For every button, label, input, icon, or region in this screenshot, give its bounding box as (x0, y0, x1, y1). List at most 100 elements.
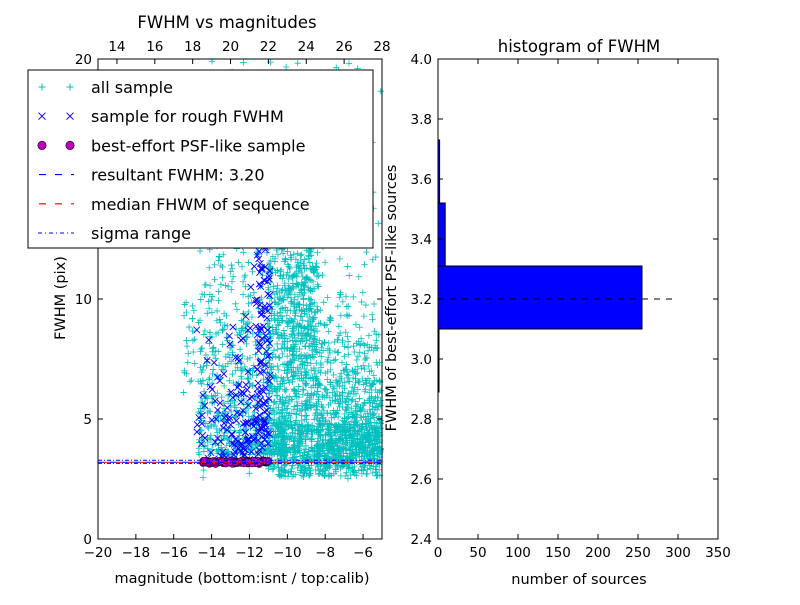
all-sample-point (224, 392, 232, 399)
all-sample-point (239, 278, 247, 285)
top-tick-label: 28 (373, 39, 390, 55)
all-sample-point (306, 276, 313, 283)
x-tick-label: 50 (469, 545, 486, 561)
all-sample-point (375, 331, 383, 339)
all-sample-point (338, 359, 346, 366)
all-sample-point (180, 389, 187, 396)
all-sample-point (245, 300, 252, 307)
all-sample-point (345, 372, 352, 379)
all-sample-point (356, 349, 363, 356)
legend-label: median FHWM of sequence (91, 195, 310, 214)
all-sample-point (245, 259, 252, 266)
all-sample-point (277, 305, 285, 313)
y-tick-label: 2.8 (411, 412, 432, 428)
top-tick-label: 26 (336, 39, 353, 55)
all-sample-point (324, 345, 332, 352)
all-sample-point (226, 377, 233, 384)
all-sample-point (303, 369, 310, 376)
all-sample-point (198, 426, 205, 434)
x-tick-label: −18 (122, 545, 151, 561)
all-sample-point (238, 263, 246, 270)
all-sample-point (327, 409, 334, 417)
all-sample-point (275, 404, 282, 411)
all-sample-point (284, 366, 292, 374)
histogram-bar (437, 265, 643, 330)
legend-label: all sample (91, 78, 173, 97)
all-sample-point (296, 407, 304, 415)
all-sample-point (345, 60, 353, 67)
x-tick-label: −8 (315, 545, 335, 561)
x-tick-label: 200 (585, 545, 611, 561)
all-sample-point (350, 293, 357, 301)
all-sample-point (352, 418, 359, 425)
all-sample-point (341, 353, 348, 360)
all-sample-point (228, 286, 235, 293)
all-sample-point (339, 298, 347, 305)
all-sample-point (331, 397, 339, 405)
all-sample-point (199, 474, 207, 481)
all-sample-point (201, 327, 209, 335)
all-sample-point (249, 381, 257, 389)
all-sample-point (344, 333, 351, 340)
all-sample-point (373, 406, 381, 414)
all-sample-point (215, 253, 223, 261)
all-sample-point (235, 259, 242, 266)
all-sample-point (236, 346, 244, 353)
all-sample-point (356, 324, 363, 331)
y-tick-label: 20 (75, 52, 92, 68)
all-sample-point (202, 351, 210, 359)
x-tick-label: 150 (545, 545, 571, 561)
all-sample-point (244, 374, 251, 382)
all-sample-point (282, 286, 289, 294)
all-sample-point (217, 414, 224, 422)
all-sample-point (310, 354, 318, 361)
all-sample-point (189, 302, 196, 310)
all-sample-point (203, 362, 210, 369)
all-sample-point (200, 362, 207, 370)
scatter-xlabel: magnitude (bottom:isnt / top:calib) (114, 571, 369, 587)
x-tick-label: 0 (434, 545, 443, 561)
all-sample-point (318, 353, 325, 360)
all-sample-point (283, 370, 290, 377)
all-sample-point (269, 407, 276, 414)
all-sample-point (227, 268, 234, 275)
all-sample-point (301, 256, 308, 263)
all-sample-point (289, 364, 297, 371)
all-sample-point (304, 284, 312, 291)
all-sample-point (326, 314, 334, 321)
all-sample-point (319, 271, 326, 279)
all-sample-point (354, 353, 362, 360)
all-sample-point (354, 386, 362, 393)
all-sample-point (190, 348, 197, 356)
all-sample-point (227, 403, 235, 411)
legend-label: resultant FWHM: 3.20 (91, 166, 265, 185)
all-sample-point (197, 345, 205, 353)
all-sample-point (204, 423, 211, 431)
all-sample-point (336, 294, 343, 301)
all-sample-point (252, 351, 259, 358)
all-sample-point (219, 341, 226, 348)
all-sample-point (198, 344, 206, 352)
scatter-ylabel: FWHM (pix) (53, 256, 69, 340)
all-sample-point (243, 340, 250, 348)
all-sample-point (183, 337, 190, 344)
all-sample-point (343, 303, 351, 310)
y-tick-label: 3.2 (411, 292, 432, 308)
all-sample-point (215, 288, 222, 295)
all-sample-point (287, 256, 295, 263)
all-sample-point (191, 360, 198, 367)
all-sample-point (224, 282, 232, 290)
legend-circle-icon (65, 140, 75, 150)
x-tick-label: −10 (273, 545, 302, 561)
all-sample-point (320, 407, 328, 415)
all-sample-point (358, 298, 365, 306)
y-tick-label: 3.8 (411, 112, 432, 128)
all-sample-point (183, 308, 190, 316)
all-sample-point (291, 315, 298, 323)
all-sample-point (308, 347, 316, 354)
all-sample-point (325, 339, 332, 347)
all-sample-point (279, 350, 286, 358)
all-sample-point (316, 349, 323, 357)
all-sample-point (362, 386, 369, 393)
